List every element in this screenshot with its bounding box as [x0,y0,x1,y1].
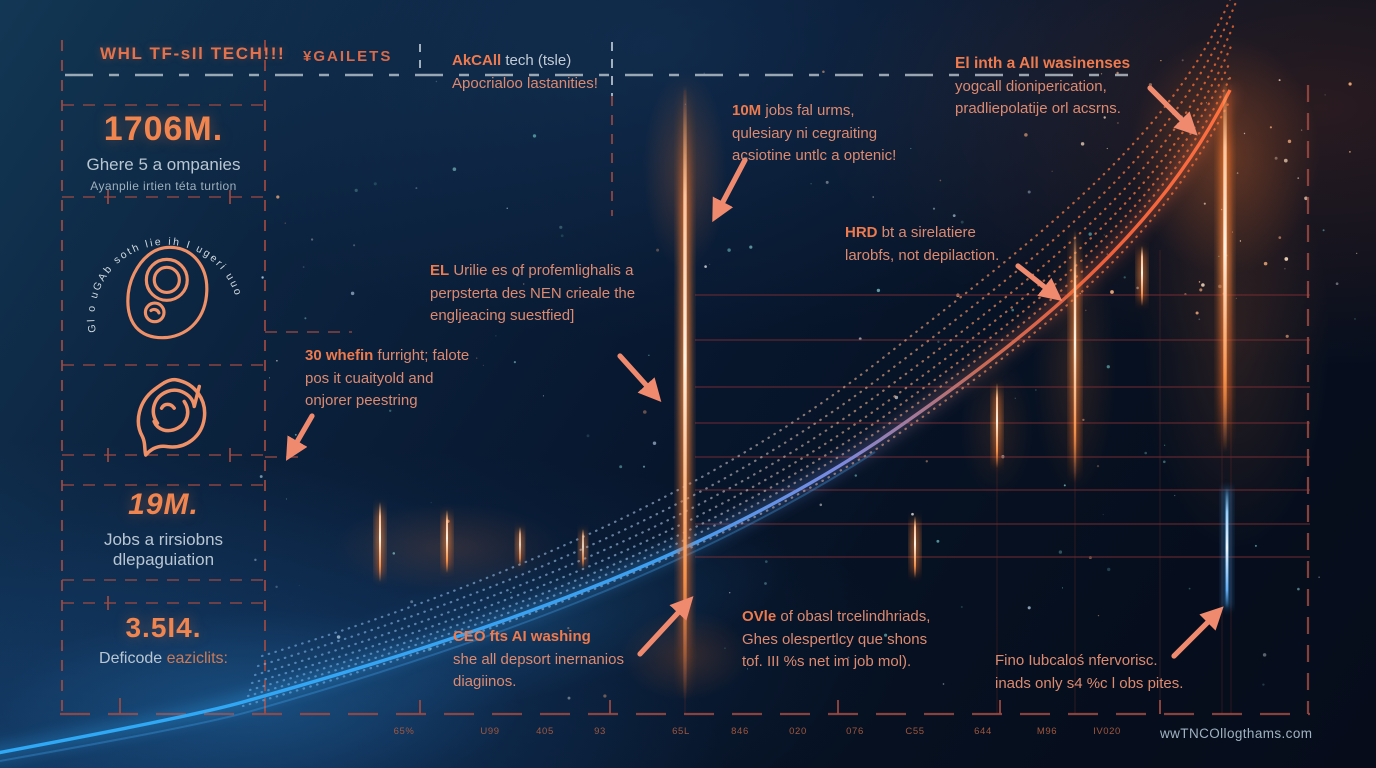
annotation-elinth: El inth a All wasinenses yogcall dionipe… [955,52,1255,121]
x-tick-label: M96 [1036,726,1058,737]
annotation-ovle-line: Ghes olespertlcy que shons [742,630,928,648]
annotation-fine-line: Fino Iubcaloś nfervorisc. [995,652,1158,669]
annotation-el: EL Urilie es of profemlighalis a perpste… [430,260,690,328]
annotation-ceo-line: diagiinos. [453,673,517,690]
growth-curve [0,87,1235,762]
light-beams [377,80,1231,700]
annotation-akcall-rest: tech (tsle) [505,52,572,69]
annotation-hrd-line: larobfs, not depilaction. [845,246,1000,264]
annotation-ovle-rest: of obasl trcelindhriads, [780,608,931,625]
annotation-el-line: engljeacing suestfied] [430,307,575,324]
annotation-fine-line: inads only s4 %c l obs pites. [995,674,1184,692]
stat-block-1: 1706M. Ghere 5 a ompanies Ayanplie irtie… [62,110,265,193]
x-tick-label: 93 [594,726,606,737]
arrow-ceo [637,596,694,657]
stat2-caption2: dlepaguiation [112,550,215,569]
stat1-caption: Ghere 5 a ompanies [86,155,241,174]
annotation-akcall-line2: Apocrialoo lastanities! [452,74,598,92]
x-tick-label: 020 [789,726,807,737]
dashed-frame [60,40,1310,716]
annotation-hrd-rest: bt a sirelatiere [881,224,976,241]
page-title: WHL TF-sIl TECH!!! [100,44,286,63]
annotation-30-rest: furright; falote [377,347,470,364]
arrow-thirty [285,413,315,461]
arrow-fine [1171,606,1224,659]
annotation-ovle-bold: OVle [742,608,777,625]
annotation-10m-line: qulesiary ni cegraiting [732,124,878,142]
stat-block-3: 3.5I4. Deficode eaziclits: [62,612,265,668]
stat1-value: 1706M. [103,110,224,148]
blob-rings-icon: Gl o uGAb soth lie ih I ugeri uuo [85,236,244,340]
x-tick-label: C55 [905,726,925,737]
annotation-fine: Fino Iubcaloś nfervorisc. inads only s4 … [995,650,1235,695]
x-tick-label: IV020 [1093,726,1121,737]
annotation-elinth-bold: El inth a All wasinenses [955,55,1131,72]
x-tick-label: 65L [672,726,690,737]
annotation-10m-rest: jobs fal urms, [765,102,855,119]
x-tick-label: 076 [846,726,864,737]
annotation-elinth-line: yogcall dioniperication, [955,77,1107,95]
annotation-el-bold: EL [430,262,450,279]
swirl-chat-icon [136,377,207,457]
annotation-el-rest: Urilie es of profemlighalis a [453,262,634,279]
x-tick-label: 846 [731,726,749,737]
stat-block-2: 19M. Jobs a rirsiobns dlepaguiation [62,488,265,570]
annotation-ceo: CEO fts AI washing she all depsort inern… [453,626,703,694]
stat3-caption-gray: Deficode [99,650,163,667]
stat2-value: 19M. [128,488,199,521]
annotation-30-bold: 30 whefin [305,347,374,364]
header-tab-label: ¥GAILETS [303,48,393,65]
annotation-10m: 10M jobs fal urms, qulesiary ni cegraiti… [732,100,992,168]
annotation-10m-line: acsiotine untlc a optenic! [732,147,897,164]
annotation-ovle: OVle of obasl trcelindhriads, Ghes olesp… [742,606,1002,674]
stat3-value: 3.5I4. [125,612,202,643]
annotation-elinth-line: pradliepolatije orl acsrns. [955,100,1121,117]
annotation-akcall-bold: AkCAll [452,52,502,69]
x-tick-label: 65% [393,726,415,737]
arrow-10m [712,157,748,223]
arrow-hrd [1015,263,1063,301]
stat3-caption-orange: eaziclits: [166,650,228,667]
annotation-30: 30 whefin furright; falote pos it cuaity… [305,345,545,413]
annotation-30-line: onjorer peestring [305,392,418,409]
x-tick-label: U99 [480,726,500,737]
arrow-elinth [1147,85,1198,136]
x-tick-label: 405 [536,726,554,737]
svg-text:Gl o uGAb soth lie ih I ugeri: Gl o uGAb soth lie ih I ugeri uuo [85,236,244,334]
watermark: wwTNCOllogthams.com [1160,726,1313,741]
callout-arrows [285,85,1224,659]
stat3-caption: Deficode eaziclits: [62,650,265,668]
annotation-ovle-line: tof. III %s net im job mol). [742,653,912,670]
arc-caption: Gl o uGAb soth lie ih I ugeri uuo [85,236,242,334]
annotation-el-line: perpsterta des NEN crieale the [430,284,636,302]
annotation-ceo-bold: CEO fts AI washing [453,628,591,645]
annotation-ceo-line: she all depsort inernanios [453,650,624,668]
stat1-subcaption: Ayanplie irtien téta turtion [90,179,237,193]
annotation-hrd-bold: HRD [845,224,878,241]
annotation-hrd: HRD bt a sirelatiere larobfs, not depila… [845,222,1105,267]
arrow-el [617,353,662,402]
x-tick-label: 644 [974,726,992,737]
annotation-10m-bold: 10M [732,102,762,119]
stat2-caption: Jobs a rirsiobns [103,530,224,549]
annotation-30-line: pos it cuaityold and [305,369,434,387]
annotation-akcall: AkCAll tech (tsle) Apocrialoo lastanitie… [452,50,732,95]
